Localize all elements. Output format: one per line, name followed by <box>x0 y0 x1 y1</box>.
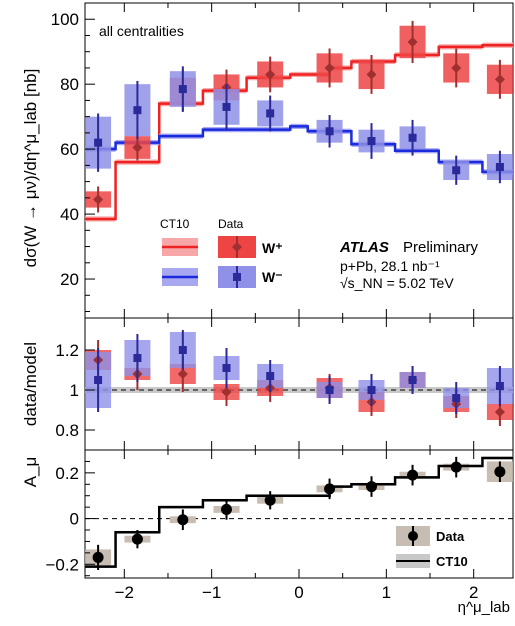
y-axis-label-ratio: data/model <box>21 342 40 426</box>
wplus-data-point <box>324 62 335 73</box>
wminus-data-point <box>452 166 461 175</box>
asymmetry-plot-area: −0.2 0 0.2 −2 −1 0 1 2 <box>45 449 513 602</box>
y-axis-label-asymmetry: A_μ <box>21 457 40 488</box>
wplus-data-point <box>132 142 143 153</box>
y-axis-label-cross-section: dσ(W → μν)/dη^μ_lab [nb] <box>21 69 40 268</box>
ratio-wminus-data-point <box>408 376 417 384</box>
wminus-data-point <box>178 85 187 94</box>
y-axis-asymmetry-tick-label: −0.2 <box>45 555 79 574</box>
wplus-data-point <box>93 194 104 205</box>
y-axis-ratio-tick-label: 1.2 <box>55 341 79 360</box>
panel-frame-middle <box>84 317 514 451</box>
asymmetry-data-point <box>494 466 506 478</box>
asymmetry-data-point <box>365 481 377 493</box>
wminus-data-point <box>367 137 376 146</box>
legend-data-marker <box>408 531 418 541</box>
cross-section-plot-area: 20 40 60 80 100 <box>51 3 513 318</box>
ratio-wplus-data-point <box>494 407 505 417</box>
wminus-model-line <box>85 125 513 174</box>
legend-entry-wminus: W⁻ <box>262 269 283 285</box>
asymmetry-data-point <box>324 483 336 495</box>
ratio-wminus-data-point <box>133 354 142 362</box>
asymmetry-data-point <box>221 503 233 515</box>
ct10-model-line <box>85 456 513 568</box>
panel-ratio: 0.8 1 1.2 data/model <box>21 317 514 451</box>
wminus-data-point <box>222 102 231 111</box>
wminus-data-point <box>408 133 417 142</box>
y-axis-ratio-tick-label: 1 <box>70 381 79 400</box>
legend-entry-data: Data <box>436 529 465 544</box>
asymmetry-data-point <box>264 494 276 506</box>
asymmetry-data-point <box>131 533 143 545</box>
dataset-line-2: √s_NN = 5.02 TeV <box>340 275 454 291</box>
ratio-wminus-data-point <box>325 386 334 394</box>
legend-header-data: Data <box>218 217 244 231</box>
ratio-wminus-data-point <box>222 364 231 372</box>
x-axis-tick-label: 0 <box>294 583 303 602</box>
legend-top: CT10 Data W⁺ W⁻ <box>160 217 283 288</box>
ratio-wminus-data-point <box>367 386 376 394</box>
ratio-wminus-data-point <box>178 346 187 354</box>
wminus-data-point <box>94 138 103 147</box>
wplus-data-point <box>366 69 377 80</box>
ratio-wminus-data-point <box>266 372 275 380</box>
wplus-data-point <box>494 74 505 85</box>
legend-wplus-marker <box>232 242 242 252</box>
y-axis-top-tick-label: 80 <box>60 75 79 94</box>
panel-asymmetry: −0.2 0 0.2 −2 −1 0 1 2 A_μ η^μ_lab Data CT10 <box>21 449 514 616</box>
legend-entry-ct10: CT10 <box>436 554 468 569</box>
ratio-wminus-data-point <box>94 376 103 384</box>
y-axis-asymmetry-tick-label: 0 <box>70 510 79 529</box>
atlas-label: ATLAS <box>339 239 389 256</box>
wminus-data-point <box>133 106 142 115</box>
legend-bottom: Data CT10 <box>396 526 468 569</box>
y-axis-top-tick-label: 100 <box>51 10 79 29</box>
ratio-wplus-data-point <box>221 387 232 397</box>
legend-wminus-marker <box>233 273 241 281</box>
wplus-data-point <box>407 36 418 47</box>
x-axis-tick-label: −1 <box>202 583 221 602</box>
asymmetry-data-point <box>177 514 189 526</box>
dataset-line-1: p+Pb, 28.1 nb⁻¹ <box>340 258 440 274</box>
wplus-data-point <box>265 69 276 80</box>
y-axis-top-tick-label: 20 <box>60 270 79 289</box>
ratio-model-band <box>85 387 513 393</box>
x-axis-tick-label: −2 <box>115 583 134 602</box>
wminus-data-point <box>495 162 504 171</box>
wminus-data-point <box>325 127 334 136</box>
ratio-wminus-data-point <box>495 382 504 390</box>
x-axis-tick-label: 1 <box>382 583 391 602</box>
legend-entry-wplus: W⁺ <box>262 240 283 256</box>
asymmetry-data-point <box>450 461 462 473</box>
wplus-model-line <box>85 43 513 221</box>
y-axis-ratio-tick-label: 0.8 <box>55 421 79 440</box>
atlas-status: Preliminary <box>403 239 479 256</box>
ratio-wminus-data-point <box>452 394 461 402</box>
y-axis-top-tick-label: 40 <box>60 205 79 224</box>
asymmetry-data-point <box>407 469 419 481</box>
wminus-data-point <box>266 109 275 118</box>
x-axis-label: η^μ_lab <box>458 599 510 616</box>
x-axis-tick-label: 2 <box>469 583 478 602</box>
y-axis-top-tick-label: 60 <box>60 140 79 159</box>
y-axis-asymmetry-tick-label: 0.2 <box>55 464 79 483</box>
panel-cross-section: 20 40 60 80 100 all centralities ATLAS Preli… <box>21 2 514 319</box>
wplus-data-point <box>451 62 462 73</box>
annotation-all-centralities: all centralities <box>99 23 184 39</box>
asymmetry-data-point <box>92 551 104 563</box>
ratio-plot-area: 0.8 1 1.2 <box>55 318 513 450</box>
legend-header-ct10: CT10 <box>160 217 190 231</box>
ratio-wplus-data-point <box>177 369 188 379</box>
